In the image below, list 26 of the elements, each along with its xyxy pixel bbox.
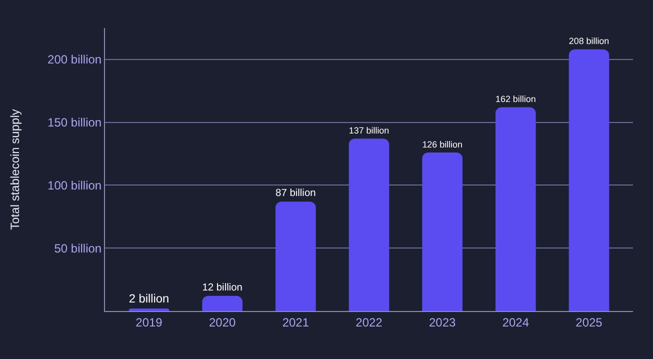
bar	[128, 308, 170, 311]
bar	[202, 296, 242, 311]
bar	[568, 49, 610, 311]
y-tick-label: 150 billion	[48, 116, 102, 130]
y-tick-label: 200 billion	[48, 52, 102, 67]
data-label: 126 billion	[422, 139, 462, 150]
x-tick-label: 2019	[136, 315, 163, 330]
x-tick-label: 2020	[208, 315, 236, 330]
bar	[348, 138, 390, 311]
bar	[496, 107, 536, 311]
data-label: 137 billion	[348, 125, 390, 136]
y-axis-title: Total stablecoin supply	[8, 109, 22, 230]
y-tick-label: 50 billion	[54, 241, 102, 256]
bar	[276, 202, 316, 311]
x-tick-label: 2024	[502, 315, 530, 330]
data-label: 162 billion	[496, 94, 536, 104]
data-label: 2 billion	[128, 292, 170, 306]
x-tick-label: 2021	[282, 315, 310, 330]
data-label: 12 billion	[202, 282, 243, 294]
x-tick-label: 2022	[356, 315, 383, 330]
data-label: 87 billion	[276, 188, 316, 200]
y-tick-label: 100 billion	[48, 178, 102, 192]
x-tick-label: 2023	[428, 315, 456, 330]
data-label: 208 billion	[568, 36, 610, 46]
x-tick-label: 2025	[576, 315, 603, 330]
bar	[422, 152, 462, 311]
